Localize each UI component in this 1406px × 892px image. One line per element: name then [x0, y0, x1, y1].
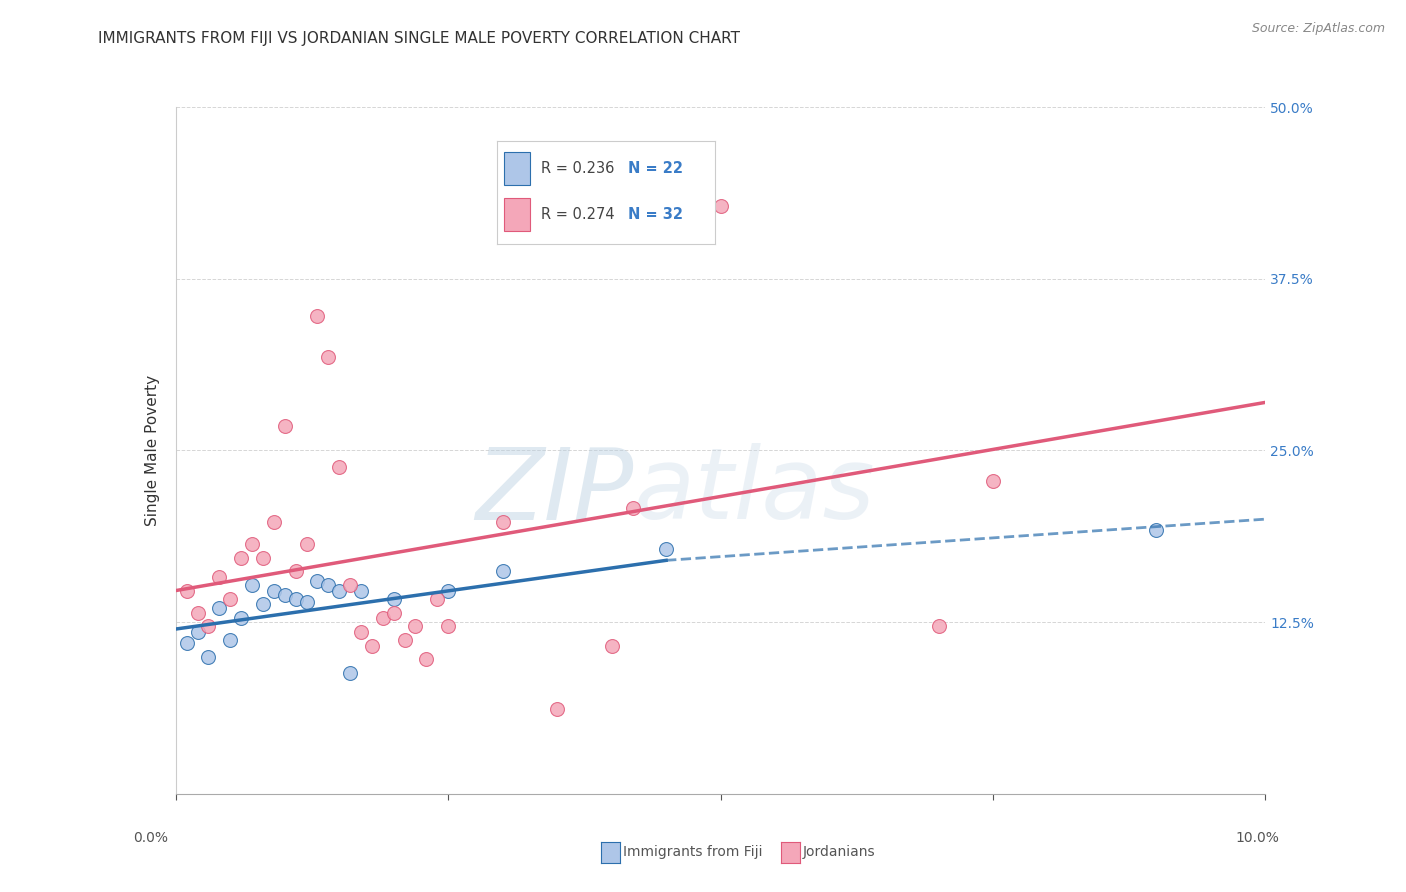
Y-axis label: Single Male Poverty: Single Male Poverty: [145, 375, 160, 526]
Point: [240, 578, 263, 592]
Point: [328, 459, 350, 474]
Point: [328, 583, 350, 598]
Point: [263, 583, 285, 598]
Point: [219, 633, 242, 648]
Point: [382, 591, 405, 606]
Point: [307, 574, 329, 588]
Point: [219, 591, 242, 606]
Point: [350, 624, 373, 639]
Text: IMMIGRANTS FROM FIJI VS JORDANIAN SINGLE MALE POVERTY CORRELATION CHART: IMMIGRANTS FROM FIJI VS JORDANIAN SINGLE…: [98, 31, 741, 46]
Point: [394, 633, 416, 648]
Point: [176, 583, 198, 598]
Point: [284, 591, 307, 606]
Point: [415, 652, 437, 666]
Text: Jordanians: Jordanians: [803, 846, 875, 859]
Point: [295, 537, 318, 551]
Point: [546, 702, 568, 716]
Point: [231, 611, 253, 625]
Text: 10.0%: 10.0%: [1236, 831, 1279, 846]
Point: [263, 515, 285, 529]
Text: 0.0%: 0.0%: [134, 831, 169, 846]
Point: [382, 606, 405, 620]
Text: Immigrants from Fiji: Immigrants from Fiji: [623, 846, 762, 859]
Point: [621, 501, 644, 516]
Point: [252, 597, 274, 611]
Point: [231, 550, 253, 565]
Point: [186, 624, 209, 639]
Point: [176, 636, 198, 650]
Point: [295, 594, 318, 608]
Point: [371, 611, 394, 625]
Point: [274, 588, 297, 602]
Text: ZIP: ZIP: [475, 443, 633, 541]
Point: [426, 591, 449, 606]
Point: [240, 537, 263, 551]
Point: [284, 565, 307, 579]
Point: [186, 606, 209, 620]
Point: [197, 619, 219, 633]
Point: [437, 619, 460, 633]
Point: [492, 515, 515, 529]
Point: [208, 601, 231, 615]
Text: atlas: atlas: [633, 443, 875, 541]
Point: [318, 578, 340, 592]
Point: [252, 550, 274, 565]
Point: [360, 639, 382, 653]
Point: [405, 619, 427, 633]
Point: [437, 583, 460, 598]
Point: [1144, 523, 1167, 537]
Point: [600, 639, 623, 653]
Point: [274, 418, 297, 433]
Point: [318, 350, 340, 364]
Text: Source: ZipAtlas.com: Source: ZipAtlas.com: [1251, 22, 1385, 36]
Point: [928, 619, 950, 633]
Point: [492, 565, 515, 579]
Point: [350, 583, 373, 598]
Point: [655, 542, 678, 557]
Point: [981, 474, 1004, 488]
Point: [208, 570, 231, 584]
Point: [197, 649, 219, 664]
Point: [339, 578, 361, 592]
Point: [339, 665, 361, 680]
Point: [307, 309, 329, 323]
Point: [710, 199, 733, 213]
